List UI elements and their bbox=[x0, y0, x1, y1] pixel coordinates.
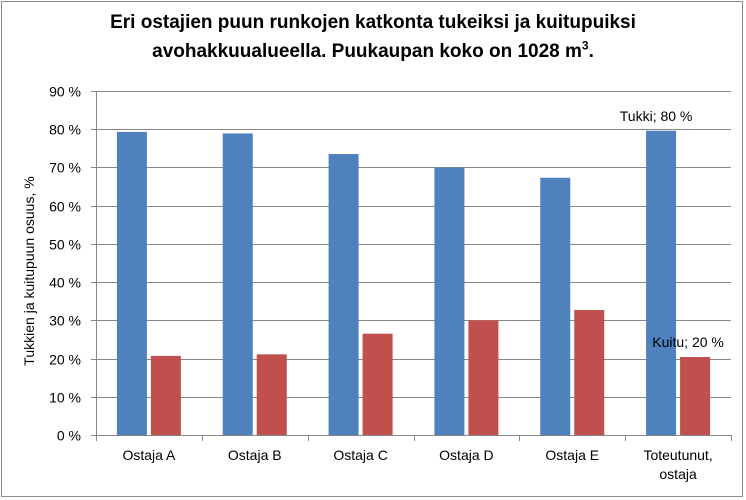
y-tick-label: 80 % bbox=[49, 122, 81, 138]
bar-series2-4 bbox=[468, 320, 499, 435]
x-tick-label: Ostaja D bbox=[439, 447, 493, 463]
bar-series1-6 bbox=[646, 130, 677, 436]
chart-text: 0 % 10 % 20 % 30 % 40 % 50 % 60 % 70 % 80 % 90 % O… bbox=[21, 84, 724, 483]
bar-series2-3 bbox=[362, 333, 393, 435]
y-tick-label: 20 % bbox=[49, 352, 81, 368]
bar-series1-1 bbox=[116, 131, 147, 436]
chart-title-line2: avohakkuualueella. Puukaupan koko on 102… bbox=[0, 37, 746, 66]
chart-title-line1: Eri ostajien puun runkojen katkonta tuke… bbox=[110, 12, 636, 33]
bar-series2-6 bbox=[680, 357, 711, 435]
bar-series2-5 bbox=[574, 310, 605, 435]
x-tick-label: Ostaja C bbox=[333, 447, 387, 463]
x-tick-label: Ostaja E bbox=[545, 447, 599, 463]
chart-title-line2-text: avohakkuualueella. Puukaupan koko on 102… bbox=[152, 41, 582, 62]
bars bbox=[116, 130, 711, 436]
y-axis-label: Tukkien ja kuitupuun osuus, % bbox=[21, 176, 37, 365]
y-tick-label: 50 % bbox=[49, 237, 81, 253]
bar-series2-1 bbox=[150, 355, 181, 435]
y-tick-label: 90 % bbox=[49, 84, 81, 100]
bar-series1-5 bbox=[540, 177, 571, 435]
x-tick-label: Toteutunut, ostaja bbox=[643, 447, 712, 482]
bar-series1-2 bbox=[222, 133, 253, 435]
x-tick-label: Ostaja B bbox=[228, 447, 282, 463]
bar-series1-4 bbox=[434, 167, 465, 435]
chart-title-superscript: 3 bbox=[581, 38, 589, 53]
y-tick-label: 30 % bbox=[49, 313, 81, 329]
data-label: Tukki; 80 % bbox=[620, 108, 693, 124]
bar-series1-3 bbox=[328, 154, 359, 436]
y-tick-label: 60 % bbox=[49, 199, 81, 215]
chart-title: Eri ostajien puun runkojen katkonta tuke… bbox=[0, 8, 746, 66]
y-tick-label: 40 % bbox=[49, 275, 81, 291]
gridlines bbox=[96, 91, 731, 398]
y-tick-label: 10 % bbox=[49, 390, 81, 406]
bar-series2-2 bbox=[256, 354, 287, 435]
x-tick-label: Ostaja A bbox=[122, 447, 176, 463]
data-label: Kuitu; 20 % bbox=[652, 334, 724, 350]
y-tick-label: 0 % bbox=[57, 428, 81, 444]
axes bbox=[91, 91, 732, 441]
chart-title-end: . bbox=[588, 41, 594, 62]
y-tick-label: 70 % bbox=[49, 160, 81, 176]
